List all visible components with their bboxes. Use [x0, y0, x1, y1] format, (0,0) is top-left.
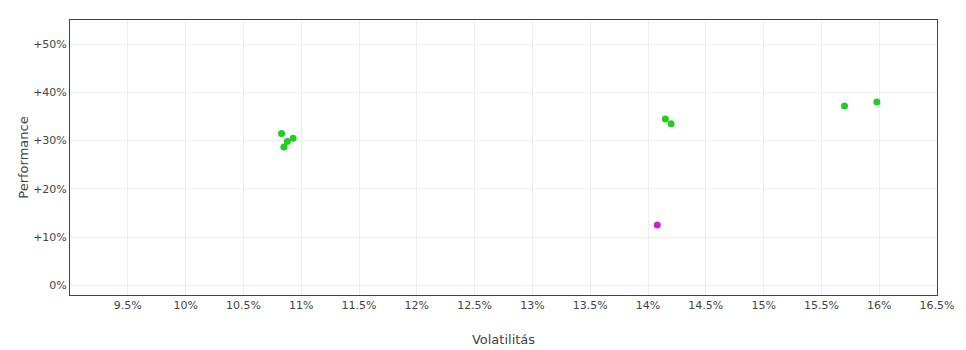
- svg-text:13%: 13%: [520, 299, 544, 312]
- svg-text:+40%: +40%: [33, 86, 67, 99]
- svg-text:14%: 14%: [636, 299, 660, 312]
- svg-text:12.5%: 12.5%: [457, 299, 492, 312]
- svg-text:Volatilitás: Volatilitás: [472, 332, 535, 347]
- svg-text:11.5%: 11.5%: [342, 299, 377, 312]
- svg-text:16%: 16%: [867, 299, 891, 312]
- svg-text:+30%: +30%: [33, 134, 67, 147]
- svg-text:+50%: +50%: [33, 38, 67, 51]
- svg-text:14.5%: 14.5%: [688, 299, 723, 312]
- svg-text:10.5%: 10.5%: [226, 299, 261, 312]
- svg-text:12%: 12%: [405, 299, 429, 312]
- svg-text:9.5%: 9.5%: [114, 299, 142, 312]
- svg-text:Performance: Performance: [16, 116, 31, 198]
- svg-text:10%: 10%: [173, 299, 197, 312]
- svg-text:0%: 0%: [49, 279, 66, 292]
- svg-text:+10%: +10%: [33, 231, 67, 244]
- svg-text:11%: 11%: [289, 299, 313, 312]
- svg-text:+20%: +20%: [33, 183, 67, 196]
- svg-text:15%: 15%: [751, 299, 775, 312]
- svg-text:13.5%: 13.5%: [573, 299, 608, 312]
- svg-text:15.5%: 15.5%: [804, 299, 839, 312]
- svg-text:16.5%: 16.5%: [920, 299, 955, 312]
